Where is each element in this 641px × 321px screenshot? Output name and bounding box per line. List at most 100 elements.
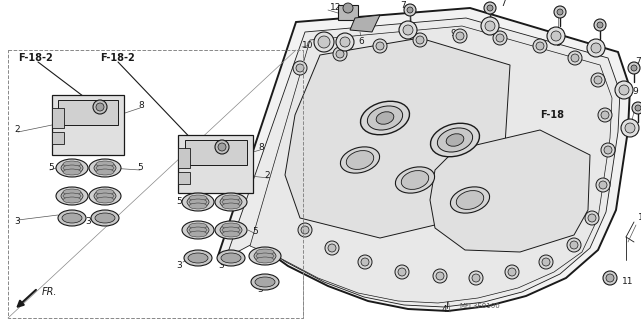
Ellipse shape [222, 203, 240, 209]
Text: MFL3E0100: MFL3E0100 [460, 303, 501, 309]
Ellipse shape [95, 213, 115, 223]
Circle shape [407, 7, 413, 13]
Ellipse shape [63, 165, 81, 171]
Circle shape [598, 108, 612, 122]
Ellipse shape [254, 250, 276, 262]
Circle shape [472, 274, 480, 282]
Circle shape [625, 123, 635, 133]
Circle shape [588, 214, 596, 222]
Circle shape [218, 143, 226, 151]
Ellipse shape [89, 159, 121, 177]
Ellipse shape [188, 253, 208, 263]
Ellipse shape [222, 199, 240, 205]
Circle shape [568, 51, 582, 65]
Ellipse shape [222, 195, 240, 201]
Ellipse shape [222, 227, 240, 233]
Circle shape [404, 4, 416, 16]
Circle shape [314, 32, 334, 52]
Circle shape [632, 102, 641, 114]
Circle shape [599, 181, 607, 189]
Text: 1: 1 [638, 213, 641, 222]
Text: 5: 5 [48, 163, 54, 172]
Bar [338, 5, 358, 20]
Text: 6: 6 [358, 38, 363, 47]
Text: F-18-2: F-18-2 [100, 53, 135, 63]
Ellipse shape [189, 227, 207, 233]
Ellipse shape [184, 250, 212, 266]
Ellipse shape [96, 193, 114, 199]
Ellipse shape [401, 170, 429, 189]
Text: F-18-2: F-18-2 [18, 53, 53, 63]
Text: RPARTS: RPARTS [336, 180, 444, 204]
Circle shape [597, 22, 603, 28]
Ellipse shape [56, 159, 88, 177]
Text: 8: 8 [258, 143, 263, 152]
Circle shape [485, 21, 495, 31]
Circle shape [505, 265, 519, 279]
Circle shape [547, 27, 565, 45]
Bar [178, 172, 190, 184]
Circle shape [433, 269, 447, 283]
Ellipse shape [251, 274, 279, 290]
Bar [178, 135, 253, 193]
Circle shape [436, 272, 444, 280]
Text: 4: 4 [442, 306, 447, 315]
Text: 7: 7 [500, 0, 506, 8]
Bar [178, 148, 190, 168]
Ellipse shape [360, 101, 410, 135]
Text: 9: 9 [340, 48, 345, 56]
Bar [58, 100, 118, 125]
Circle shape [551, 31, 561, 41]
Circle shape [328, 244, 336, 252]
Circle shape [570, 241, 578, 249]
Ellipse shape [346, 151, 374, 169]
Circle shape [293, 61, 307, 75]
Circle shape [373, 39, 387, 53]
Circle shape [296, 64, 304, 72]
Ellipse shape [367, 106, 403, 130]
Text: 7: 7 [400, 1, 406, 10]
Text: 2: 2 [264, 170, 270, 179]
Ellipse shape [249, 247, 281, 265]
Circle shape [416, 36, 424, 44]
Ellipse shape [62, 213, 82, 223]
Polygon shape [285, 38, 510, 238]
Text: 5: 5 [252, 228, 258, 237]
Ellipse shape [58, 210, 86, 226]
Circle shape [542, 258, 550, 266]
Text: 10: 10 [302, 40, 313, 49]
Circle shape [399, 21, 417, 39]
Ellipse shape [340, 147, 379, 173]
Text: 3: 3 [14, 218, 20, 227]
Circle shape [496, 34, 504, 42]
Ellipse shape [451, 187, 490, 213]
Ellipse shape [189, 223, 207, 229]
Circle shape [628, 62, 640, 74]
Text: 3: 3 [218, 261, 224, 270]
Ellipse shape [63, 193, 81, 199]
Text: 5: 5 [137, 163, 143, 172]
Ellipse shape [187, 224, 209, 236]
Text: 9: 9 [632, 88, 638, 97]
Circle shape [456, 32, 464, 40]
Circle shape [635, 105, 641, 111]
Ellipse shape [256, 249, 274, 255]
Bar [185, 140, 247, 165]
Ellipse shape [217, 250, 245, 266]
Ellipse shape [431, 123, 479, 157]
Ellipse shape [456, 191, 484, 209]
Circle shape [376, 42, 384, 50]
Circle shape [361, 258, 369, 266]
Ellipse shape [61, 190, 83, 202]
Circle shape [215, 140, 229, 154]
Text: 12: 12 [330, 4, 342, 13]
Ellipse shape [96, 197, 114, 203]
Polygon shape [218, 8, 630, 311]
Circle shape [487, 5, 493, 11]
Text: 7: 7 [635, 57, 641, 66]
Circle shape [536, 42, 544, 50]
Text: 3: 3 [85, 218, 91, 227]
Circle shape [591, 43, 601, 53]
Circle shape [398, 268, 406, 276]
Ellipse shape [182, 193, 214, 211]
